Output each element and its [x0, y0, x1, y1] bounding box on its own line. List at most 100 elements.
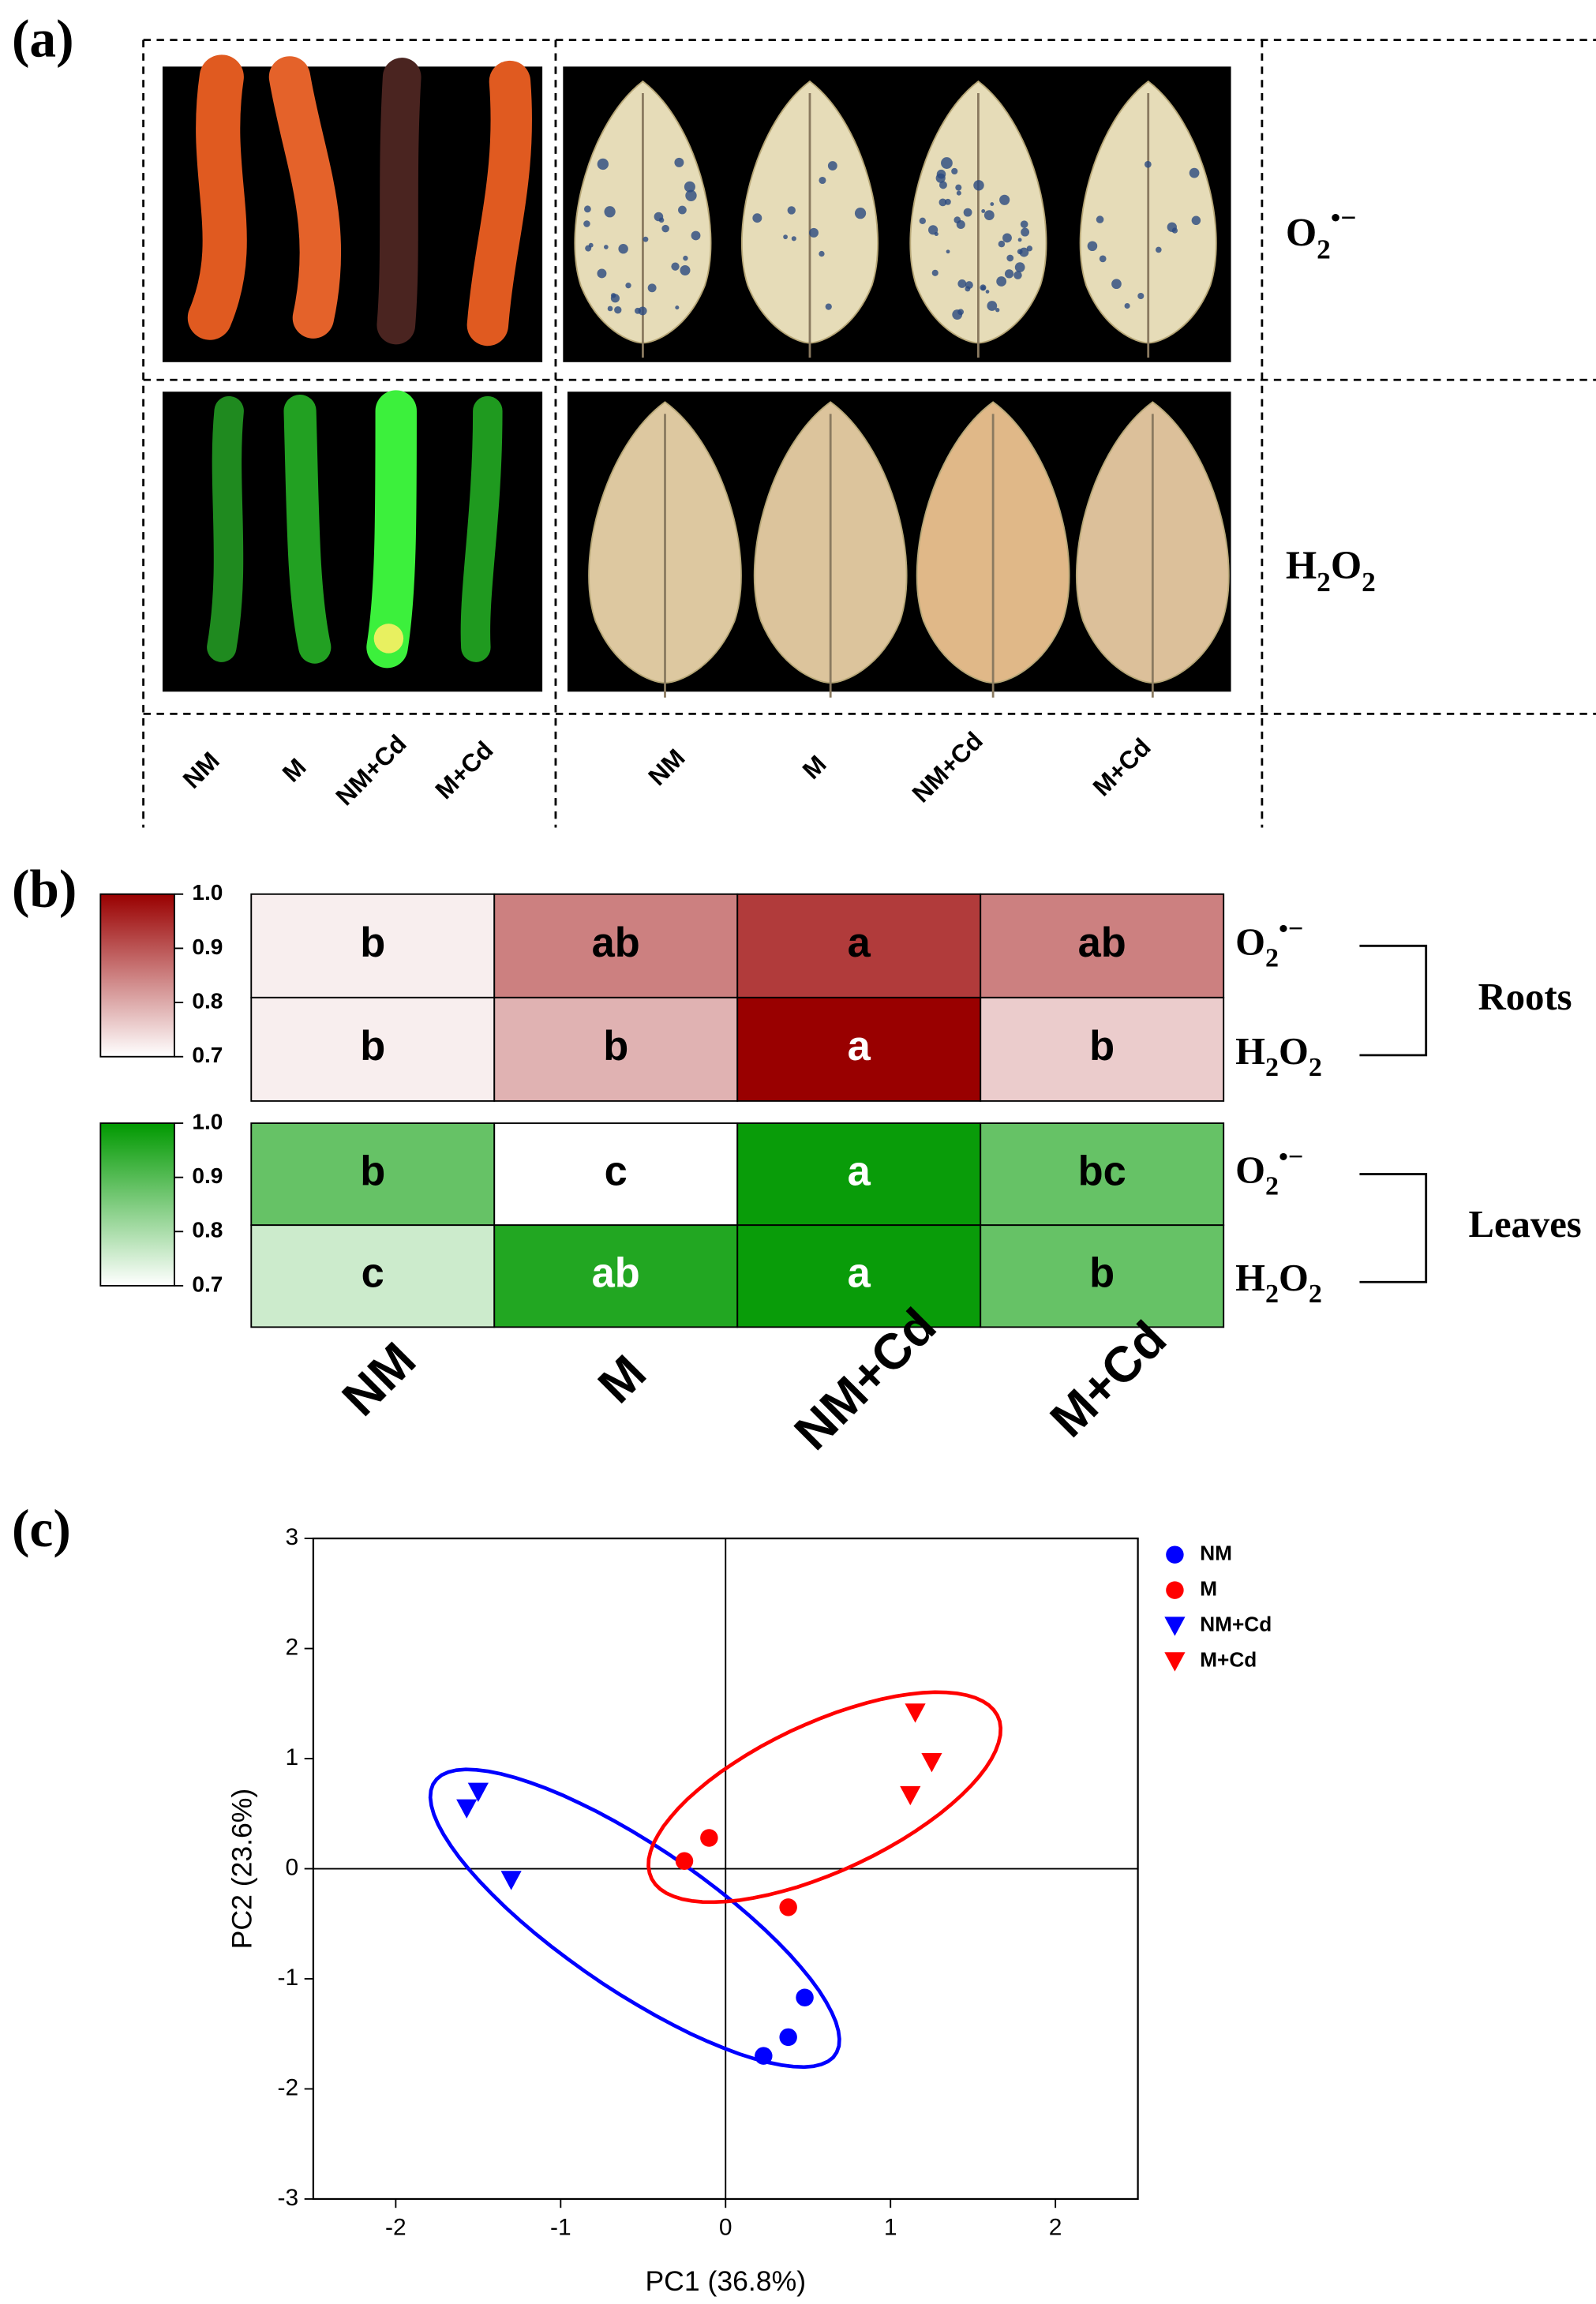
heatmap-cell — [493, 996, 739, 1102]
stain — [674, 157, 684, 167]
stain — [604, 245, 609, 249]
x-tick-label: NM — [332, 1332, 426, 1426]
stain — [1137, 292, 1145, 299]
label-part: •− — [1279, 1143, 1303, 1172]
heatmap-cell — [250, 996, 496, 1102]
point — [905, 1703, 926, 1723]
stain — [607, 305, 613, 312]
stain — [938, 181, 947, 189]
confidence-ellipse — [428, 1767, 841, 2070]
colorbar-tick-label: 1.0 — [192, 880, 223, 905]
stain — [985, 290, 990, 294]
y-tick-label: 2 — [286, 1634, 299, 1660]
stain — [1013, 271, 1022, 279]
x-tick-label: M+Cd — [429, 736, 498, 804]
stain — [1017, 238, 1022, 242]
label-part: O — [1279, 1030, 1309, 1073]
stain — [999, 194, 1010, 205]
species-label: H2O2 — [1286, 543, 1376, 598]
cell-letter: bc — [1078, 1148, 1126, 1194]
panel-label: (c) — [12, 1499, 71, 1558]
root-tip — [373, 624, 404, 654]
stain — [1004, 269, 1014, 279]
stain — [956, 190, 961, 196]
point — [779, 1898, 797, 1916]
y-tick-label: -2 — [278, 2074, 299, 2100]
label-part: O — [1235, 1149, 1265, 1192]
x-tick-label: NM — [643, 744, 690, 791]
legend-marker — [1164, 1617, 1186, 1636]
label-part: •− — [1279, 915, 1303, 944]
cell-letter: ab — [1078, 920, 1126, 966]
heatmap-cell — [736, 1224, 982, 1328]
stain — [819, 250, 825, 257]
cell-letter: c — [362, 1251, 384, 1297]
point — [921, 1752, 942, 1773]
root — [466, 60, 532, 347]
stain — [647, 283, 657, 293]
stain — [987, 301, 998, 311]
colorbar-tick-label: 0.9 — [192, 935, 223, 959]
colorbar-tick-label: 0.8 — [192, 1218, 223, 1242]
confidence-ellipse — [646, 1690, 1003, 1905]
species-label: O2•− — [1235, 1143, 1303, 1201]
group-label: Roots — [1478, 976, 1572, 1018]
root — [268, 56, 342, 339]
heatmap-cell — [980, 996, 1225, 1102]
species-label: O2•− — [1235, 915, 1303, 973]
label-part: 2 — [1362, 566, 1376, 598]
cell-letter: a — [848, 1024, 871, 1070]
label-part: O — [1235, 920, 1265, 963]
y-tick-label: -1 — [278, 1965, 299, 1991]
stain — [980, 286, 986, 291]
point — [900, 1785, 921, 1806]
heatmap-cell — [250, 893, 496, 998]
label-part: O — [1331, 543, 1362, 587]
colorbar — [99, 1122, 175, 1287]
label-part: 2 — [1317, 234, 1331, 265]
stain — [1014, 262, 1025, 273]
legend-label: M — [1200, 1577, 1217, 1601]
y-tick-label: 1 — [286, 1744, 299, 1770]
cell-letter: b — [360, 1024, 385, 1070]
point — [796, 1988, 814, 2006]
cell-letter: b — [1089, 1024, 1115, 1070]
species-label: O2•− — [1286, 202, 1357, 265]
stain — [661, 224, 669, 233]
label-part: 2 — [1265, 1053, 1279, 1082]
stain — [625, 283, 631, 289]
label-part: 2 — [1317, 566, 1331, 598]
colorbar-tick-label: 0.8 — [192, 989, 223, 1013]
cell-letter: a — [848, 1148, 871, 1194]
stain — [983, 210, 995, 221]
cell-letter: b — [360, 920, 385, 966]
colorbar-tick-label: 0.7 — [192, 1043, 223, 1067]
stain — [1124, 302, 1130, 309]
stain — [934, 231, 938, 237]
stain — [597, 158, 609, 170]
stain — [981, 209, 986, 213]
stain — [809, 227, 819, 238]
point — [675, 1852, 694, 1870]
cell-letter: a — [848, 1251, 871, 1297]
stain — [583, 220, 590, 227]
x-tick-label: NM — [177, 746, 224, 793]
stain — [955, 184, 962, 191]
stain — [618, 243, 628, 254]
stain — [931, 269, 938, 276]
stain — [1156, 246, 1162, 253]
x-axis-label: PC1 (36.8%) — [645, 2265, 806, 2297]
stain — [951, 167, 958, 175]
colorbar-tick-label: 0.7 — [192, 1272, 223, 1296]
stain — [614, 306, 622, 314]
heatmap-cell — [980, 1122, 1225, 1227]
stain — [604, 206, 616, 218]
label-part: 2 — [1309, 1053, 1322, 1082]
x-tick-label: 0 — [719, 2214, 732, 2240]
x-tick-label: M+Cd — [1087, 732, 1156, 801]
root — [460, 395, 503, 662]
stain — [588, 242, 594, 248]
heatmap-cell — [980, 1224, 1225, 1328]
stain — [684, 181, 695, 193]
group-label: Leaves — [1469, 1203, 1582, 1246]
